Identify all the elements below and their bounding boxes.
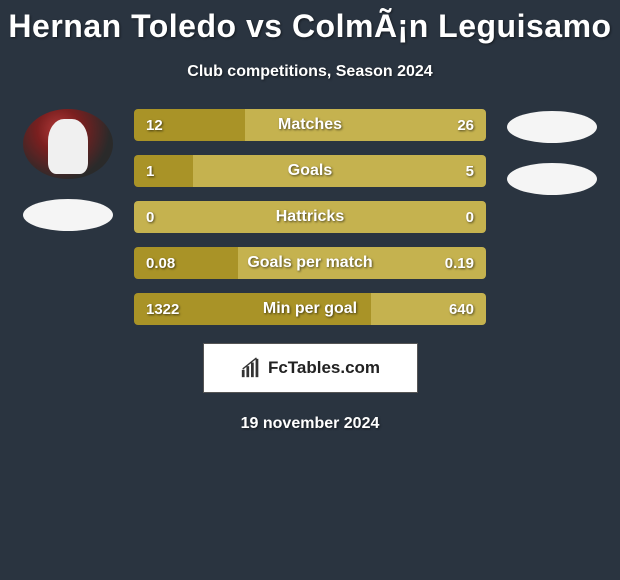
bar-left-fill: [134, 155, 193, 187]
stat-row-goals: 1 Goals 5: [134, 155, 486, 187]
player-left-flag: [23, 199, 113, 231]
bar-right-fill: [245, 109, 486, 141]
stat-row-hattricks: 0 Hattricks 0: [134, 201, 486, 233]
footer-date: 19 november 2024: [0, 415, 620, 433]
player-right-flag-2: [507, 163, 597, 195]
stat-row-mpg: 1322 Min per goal 640: [134, 293, 486, 325]
comparison-content: 12 Matches 26 1 Goals 5 0 Hattricks 0: [0, 109, 620, 325]
bar-right-fill: [371, 293, 486, 325]
page-title: Hernan Toledo vs ColmÃ¡n Leguisamo: [0, 0, 620, 45]
stat-row-matches: 12 Matches 26: [134, 109, 486, 141]
player-right-column: [492, 109, 612, 195]
bar-right-fill: [238, 247, 486, 279]
footer-brand[interactable]: FcTables.com: [203, 343, 418, 393]
player-left-column: [8, 109, 128, 231]
bar-right-fill: [134, 201, 486, 233]
bar-left-fill: [134, 247, 238, 279]
page-subtitle: Club competitions, Season 2024: [0, 63, 620, 81]
bar-right-fill: [193, 155, 486, 187]
player-right-flag-1: [507, 111, 597, 143]
bar-left-fill: [134, 293, 371, 325]
stats-bars: 12 Matches 26 1 Goals 5 0 Hattricks 0: [128, 109, 492, 325]
stat-row-gpm: 0.08 Goals per match 0.19: [134, 247, 486, 279]
footer-brand-text: FcTables.com: [268, 358, 380, 378]
player-left-avatar: [23, 109, 113, 179]
chart-icon: [240, 357, 262, 379]
bar-left-fill: [134, 109, 245, 141]
